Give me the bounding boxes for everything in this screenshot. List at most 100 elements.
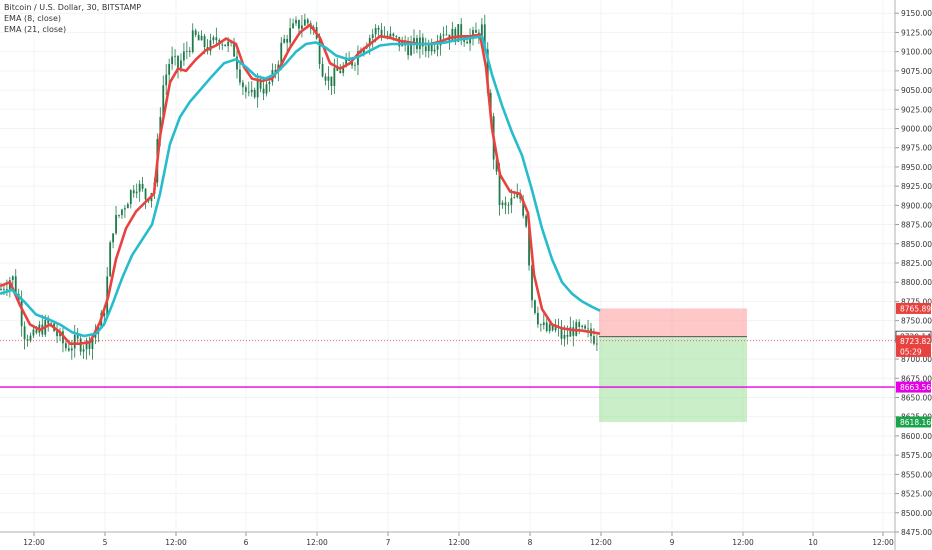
price-axis[interactable]: 9150.00 9125.00 9100.00 9075.00 9050.00 9025.… xyxy=(894,0,932,550)
candle-body xyxy=(389,33,392,38)
y-tick-label: 8550.00 xyxy=(901,470,932,479)
y-tick-label: 9125.00 xyxy=(901,28,932,37)
y-tick-label: 8700.00 xyxy=(901,355,932,364)
price-tag-label: 8618.16 xyxy=(900,418,931,427)
candle-body xyxy=(516,194,519,198)
candle-body xyxy=(298,20,300,29)
candle-body xyxy=(421,37,424,47)
candle-body xyxy=(475,30,477,33)
candle-body xyxy=(185,50,188,52)
candle-body xyxy=(3,288,5,290)
candle-body xyxy=(537,312,539,325)
candle-body xyxy=(180,60,182,69)
candle-body xyxy=(236,56,238,70)
candle-body xyxy=(26,339,29,341)
price-tag-box xyxy=(896,416,931,428)
candle-body xyxy=(480,24,483,39)
candle-body xyxy=(6,289,8,290)
candle-body xyxy=(454,28,457,42)
candle-body xyxy=(109,242,112,277)
candle-body xyxy=(203,35,206,48)
candle-body xyxy=(14,276,17,294)
candle-body xyxy=(522,198,525,216)
candle-body xyxy=(578,322,581,327)
candle-body xyxy=(250,89,253,93)
y-tick-label: 8900.00 xyxy=(901,201,932,210)
x-tick-label: 12:00 xyxy=(306,538,328,547)
candle-body xyxy=(174,55,176,57)
candle-body xyxy=(410,43,412,56)
position-tool[interactable] xyxy=(599,308,747,422)
ema-fast-line xyxy=(0,23,601,345)
candle-body xyxy=(486,49,489,94)
candle-body xyxy=(227,41,230,47)
support-line[interactable] xyxy=(0,340,895,388)
legend-ema-slow: EMA (21, close) xyxy=(4,25,67,34)
candle-body xyxy=(168,64,171,75)
candle-body xyxy=(351,60,353,66)
y-tick-label: 8850.00 xyxy=(901,240,932,249)
candle-body xyxy=(224,44,227,47)
y-tick-label: 9025.00 xyxy=(901,105,932,114)
candle-body xyxy=(103,312,106,317)
candle-body xyxy=(65,343,67,349)
candle-body xyxy=(554,326,557,331)
candle-body xyxy=(336,67,339,71)
candle-body xyxy=(215,37,218,41)
candle-body xyxy=(221,44,224,46)
candle-body xyxy=(581,325,584,327)
candle-body xyxy=(424,46,427,52)
candle-body xyxy=(11,276,14,281)
x-tick-label: 10 xyxy=(808,538,818,547)
candle-body xyxy=(239,69,241,83)
x-tick-label: 12:00 xyxy=(448,538,470,547)
candle-body xyxy=(413,38,415,44)
candle-body xyxy=(191,30,194,52)
candle-body xyxy=(531,265,533,301)
candle-body xyxy=(584,325,586,329)
candle-body xyxy=(242,82,244,88)
candle-body xyxy=(20,300,23,327)
y-tick-label: 9075.00 xyxy=(901,67,932,76)
candle-body xyxy=(29,335,32,341)
candle-body xyxy=(569,327,572,337)
grid xyxy=(0,0,895,533)
candle-body xyxy=(534,300,536,313)
candle-body xyxy=(368,37,371,46)
price-tag-label: 8663.56 xyxy=(900,383,931,392)
candle-body xyxy=(380,29,383,37)
candle-body xyxy=(259,79,262,89)
price-tag-box xyxy=(896,302,931,314)
candle-body xyxy=(76,334,79,339)
y-tick-label: 8750.00 xyxy=(901,317,932,326)
candle-body xyxy=(407,45,409,56)
candle-body xyxy=(129,190,132,205)
candle-body xyxy=(513,197,516,199)
candle-body xyxy=(451,28,454,42)
candle-body xyxy=(124,208,126,210)
y-tick-label: 8500.00 xyxy=(901,509,932,518)
y-tick-label: 8775.00 xyxy=(901,297,932,306)
candle-body xyxy=(135,191,138,194)
legend-symbol: Bitcoin / U.S. Dollar, 30, BITSTAMP xyxy=(4,3,142,12)
price-tag-label: 8723.82 xyxy=(900,337,931,346)
candle-body xyxy=(289,28,291,43)
candle-body xyxy=(35,329,38,333)
candle-body xyxy=(466,41,468,44)
candle-body xyxy=(501,202,504,206)
candle-body xyxy=(188,50,191,52)
time-axis[interactable]: 12:00 5 12:00 6 12:00 7 12:00 8 12:00 9 12:00 10 12:… xyxy=(0,531,895,547)
candle-body xyxy=(542,322,545,326)
candle-body xyxy=(121,209,123,216)
candle-body xyxy=(333,67,336,87)
candle-body xyxy=(162,85,165,117)
y-tick-label: 8825.00 xyxy=(901,259,932,268)
candle-body xyxy=(286,38,289,43)
y-tick-label: 8475.00 xyxy=(901,528,932,537)
x-tick-label: 9 xyxy=(670,538,675,547)
candle-body xyxy=(472,30,474,36)
candle-body xyxy=(200,35,203,41)
candle-body xyxy=(345,59,348,67)
